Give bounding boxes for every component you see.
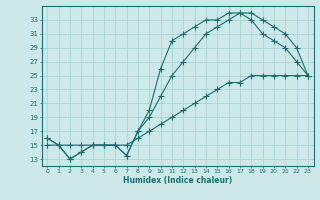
X-axis label: Humidex (Indice chaleur): Humidex (Indice chaleur) [123,176,232,185]
